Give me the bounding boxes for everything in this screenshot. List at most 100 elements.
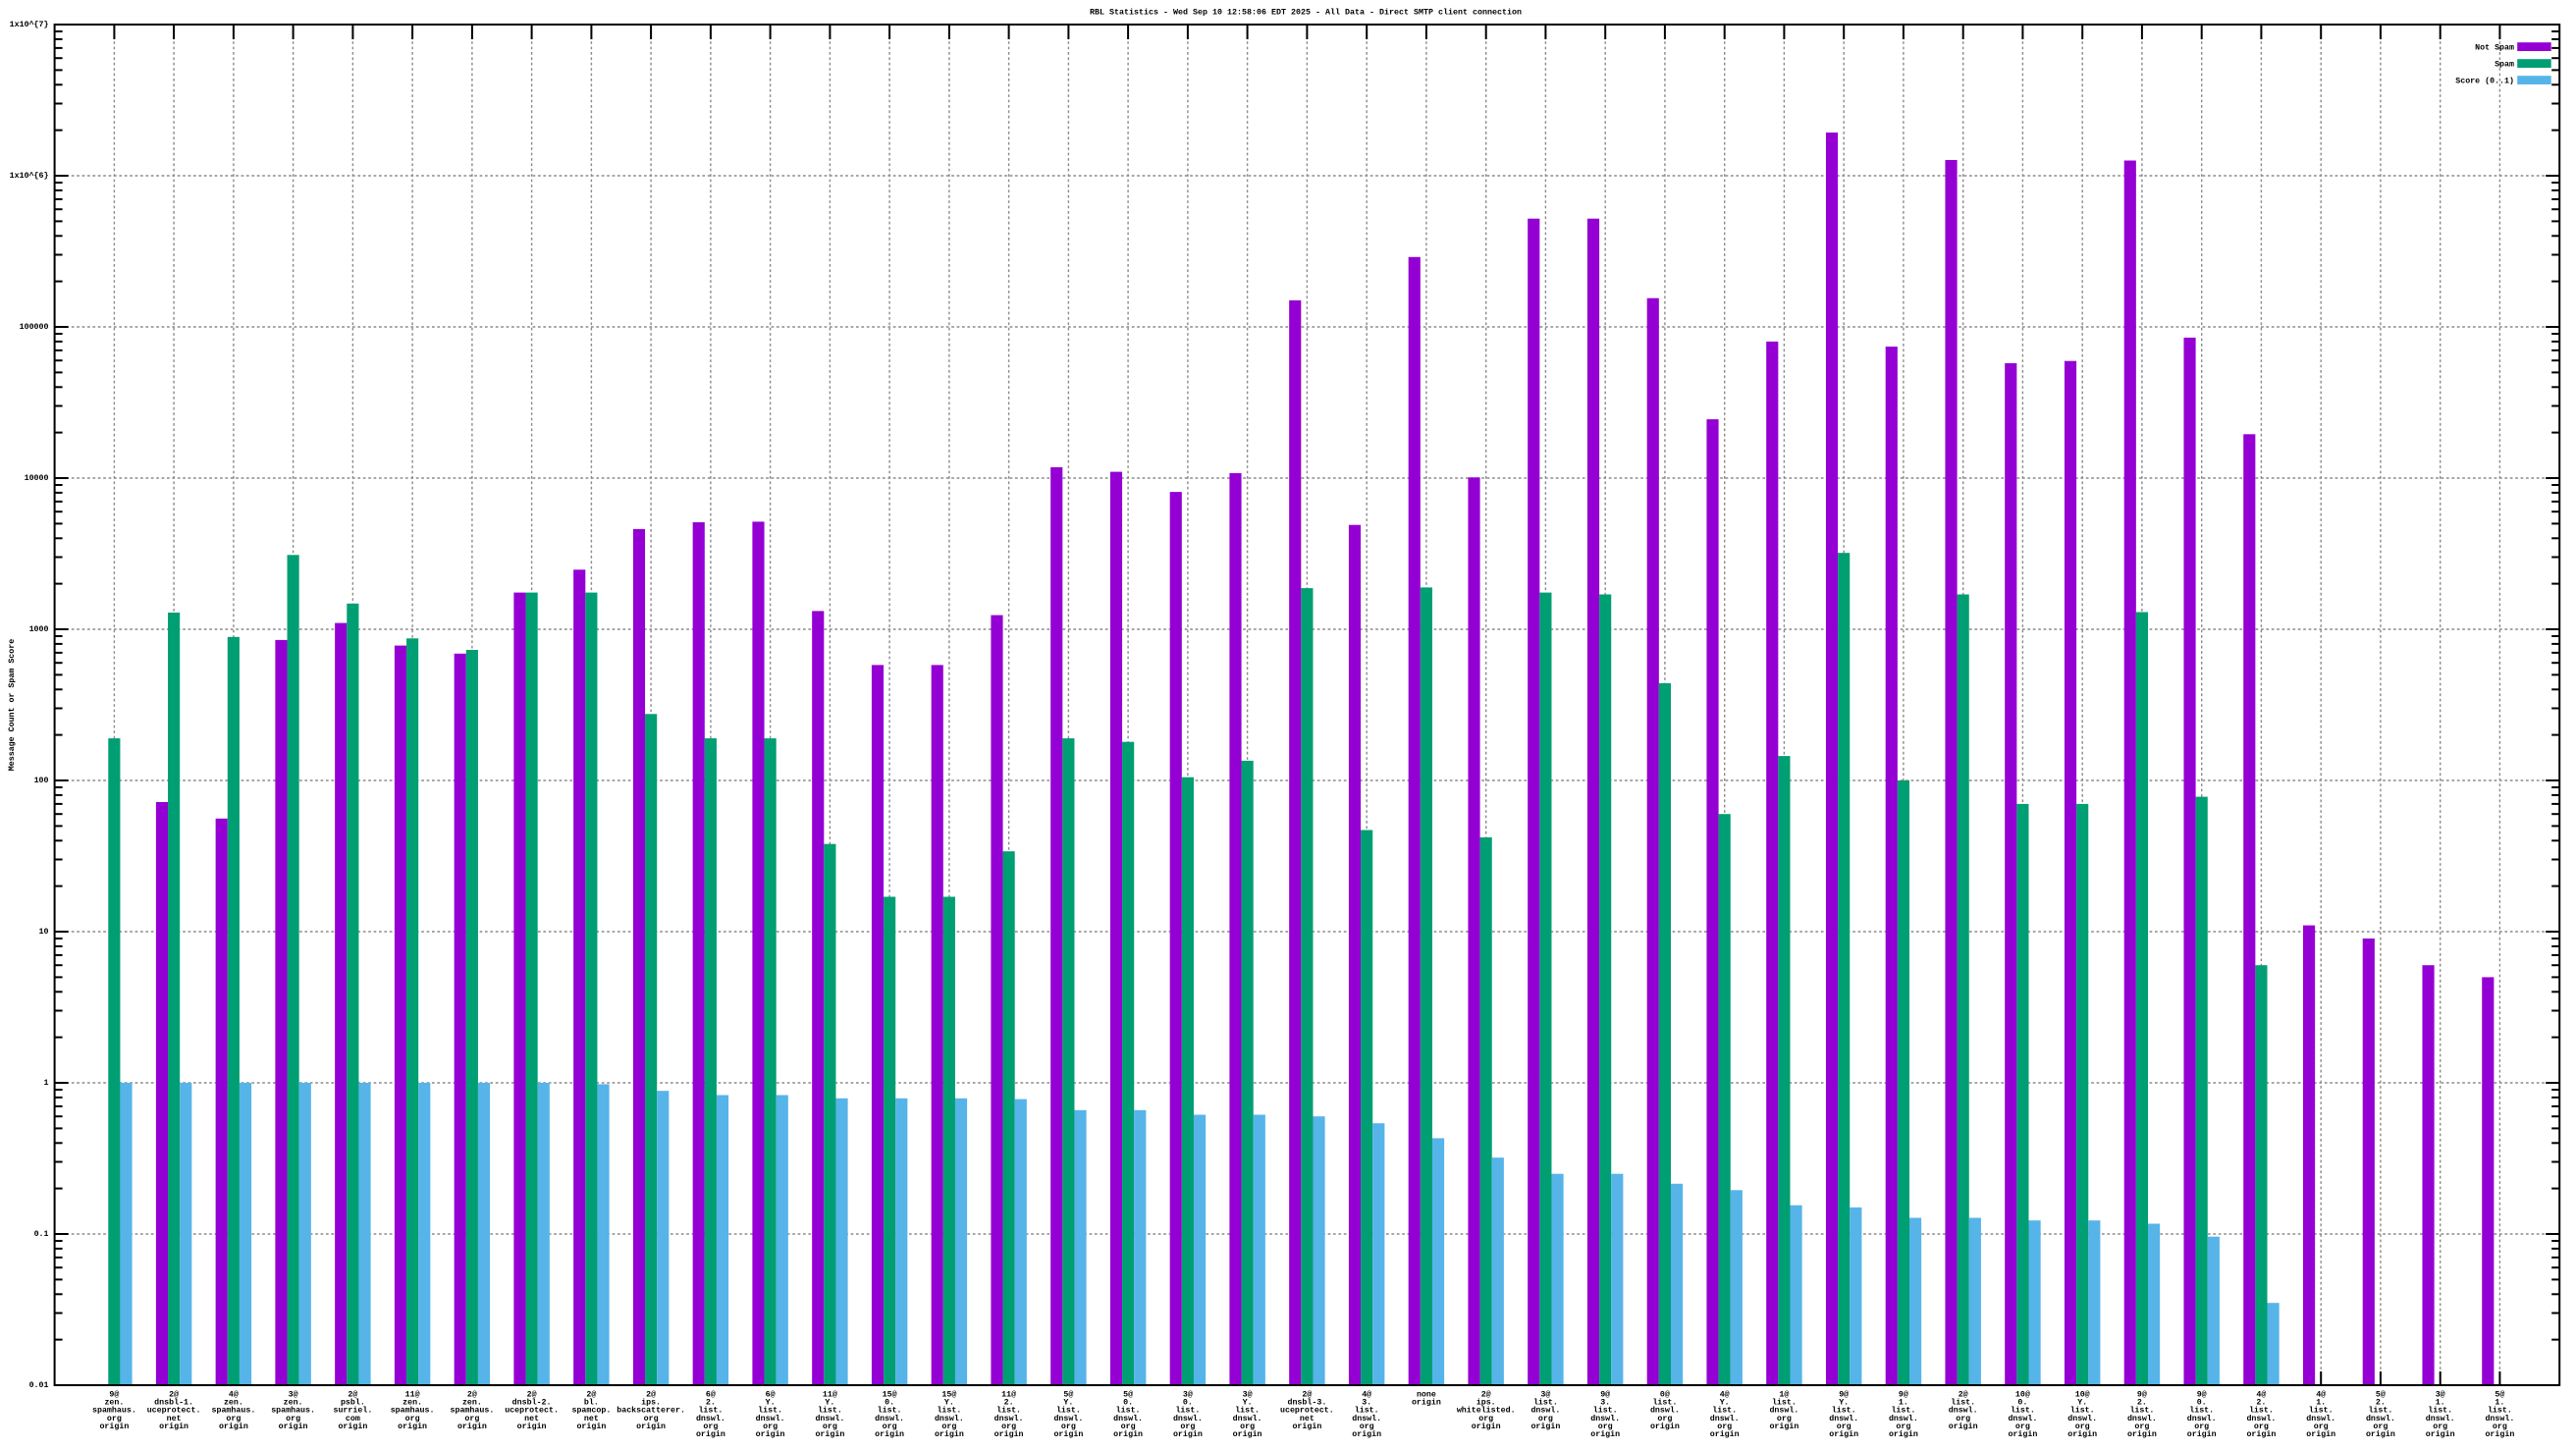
svg-text:origin: origin — [1472, 1422, 1501, 1431]
svg-text:spamhaus.: spamhaus. — [391, 1406, 435, 1416]
svg-text:2@: 2@ — [586, 1389, 596, 1399]
svg-text:org: org — [2314, 1422, 2329, 1431]
svg-text:list.: list. — [2488, 1406, 2512, 1416]
svg-text:1x10^{6}: 1x10^{6} — [10, 171, 49, 181]
svg-text:spamcop.: spamcop. — [571, 1407, 611, 1416]
svg-text:3.: 3. — [1362, 1399, 1371, 1408]
svg-text:4@: 4@ — [1362, 1389, 1371, 1399]
svg-text:list.: list. — [1652, 1398, 1677, 1408]
svg-text:3@: 3@ — [289, 1389, 298, 1399]
svg-text:spamhaus.: spamhaus. — [211, 1406, 255, 1416]
svg-text:net: net — [167, 1415, 182, 1423]
svg-text:dnswl.: dnswl. — [815, 1414, 844, 1423]
svg-text:3@: 3@ — [2436, 1389, 2445, 1399]
svg-text:2@: 2@ — [1481, 1389, 1491, 1399]
svg-text:origin: origin — [875, 1429, 904, 1439]
svg-text:list.: list. — [2368, 1406, 2392, 1416]
svg-text:origin: origin — [219, 1422, 248, 1431]
svg-text:Y.: Y. — [1243, 1399, 1253, 1408]
svg-text:net: net — [584, 1415, 599, 1423]
svg-text:origin: origin — [398, 1422, 427, 1431]
svg-text:list.: list. — [1772, 1398, 1797, 1408]
svg-text:2.: 2. — [2376, 1399, 2386, 1408]
svg-text:org: org — [1240, 1422, 1255, 1431]
svg-text:org: org — [1061, 1422, 1076, 1431]
svg-text:list.: list. — [1235, 1406, 1260, 1416]
svg-text:list.: list. — [2249, 1406, 2274, 1416]
svg-text:zen.: zen. — [284, 1399, 303, 1408]
svg-text:org: org — [823, 1422, 837, 1431]
svg-text:org: org — [1896, 1422, 1910, 1431]
svg-text:9@: 9@ — [1899, 1389, 1908, 1399]
svg-text:9@: 9@ — [109, 1389, 119, 1399]
svg-text:list.: list. — [2129, 1406, 2154, 1416]
svg-text:org: org — [1956, 1415, 1970, 1423]
svg-text:list.: list. — [996, 1406, 1021, 1416]
svg-text:0.: 0. — [1123, 1399, 1133, 1408]
svg-text:6@: 6@ — [766, 1389, 776, 1399]
svg-text:zen.: zen. — [402, 1399, 422, 1408]
svg-text:org: org — [763, 1422, 778, 1431]
svg-text:list.: list. — [758, 1406, 782, 1416]
svg-text:origin: origin — [2127, 1429, 2157, 1439]
svg-text:dnswl.: dnswl. — [2008, 1414, 2037, 1423]
svg-text:2@: 2@ — [1959, 1389, 1968, 1399]
svg-text:origin: origin — [935, 1429, 964, 1439]
svg-text:org: org — [226, 1415, 241, 1423]
svg-text:9@: 9@ — [2197, 1389, 2207, 1399]
svg-text:2@: 2@ — [1302, 1389, 1312, 1399]
svg-text:origin: origin — [576, 1422, 606, 1431]
svg-text:1x10^{7}: 1x10^{7} — [10, 20, 49, 29]
svg-text:origin: origin — [815, 1429, 844, 1439]
svg-text:org: org — [405, 1415, 420, 1423]
svg-text:origin: origin — [1053, 1429, 1083, 1439]
svg-text:org: org — [1598, 1422, 1613, 1431]
svg-text:org: org — [1121, 1422, 1136, 1431]
svg-text:psbl.: psbl. — [341, 1398, 365, 1408]
svg-text:origin: origin — [279, 1422, 308, 1431]
svg-text:spamhaus.: spamhaus. — [271, 1406, 315, 1416]
svg-text:1.: 1. — [2436, 1399, 2445, 1408]
svg-text:origin: origin — [2008, 1429, 2037, 1439]
svg-text:2@: 2@ — [527, 1389, 537, 1399]
svg-text:1.: 1. — [1899, 1399, 1908, 1408]
svg-text:6@: 6@ — [706, 1389, 716, 1399]
svg-text:11@: 11@ — [405, 1389, 420, 1399]
svg-text:10@: 10@ — [2015, 1389, 2030, 1399]
svg-text:org: org — [1360, 1422, 1374, 1431]
svg-text:org: org — [1538, 1415, 1553, 1423]
svg-text:surriel.: surriel. — [333, 1406, 372, 1416]
svg-text:org: org — [2194, 1422, 2209, 1431]
svg-text:spamhaus.: spamhaus. — [450, 1406, 494, 1416]
svg-text:0.1: 0.1 — [34, 1230, 49, 1239]
svg-text:dnswl.: dnswl. — [875, 1414, 904, 1423]
svg-text:Y.: Y. — [2077, 1399, 2087, 1408]
svg-text:4@: 4@ — [1720, 1389, 1730, 1399]
svg-text:origin: origin — [457, 1422, 487, 1431]
svg-text:origin: origin — [1829, 1429, 1858, 1439]
svg-text:list.: list. — [2309, 1406, 2334, 1416]
svg-text:origin: origin — [1233, 1429, 1262, 1439]
svg-text:Y.: Y. — [1720, 1399, 1730, 1408]
svg-text:9@: 9@ — [2137, 1389, 2147, 1399]
svg-text:list.: list. — [1891, 1406, 1915, 1416]
svg-text:2@: 2@ — [348, 1389, 357, 1399]
svg-text:net: net — [524, 1415, 539, 1423]
svg-text:4@: 4@ — [229, 1389, 239, 1399]
svg-text:spamhaus.: spamhaus. — [92, 1406, 136, 1416]
svg-text:100000: 100000 — [20, 323, 49, 332]
svg-text:Y.: Y. — [825, 1399, 834, 1408]
svg-text:origin: origin — [1769, 1422, 1798, 1431]
svg-text:origin: origin — [1173, 1429, 1203, 1439]
svg-text:org: org — [2075, 1422, 2090, 1431]
svg-text:2@: 2@ — [646, 1389, 656, 1399]
svg-text:origin: origin — [2246, 1429, 2276, 1439]
svg-text:0@: 0@ — [1660, 1389, 1670, 1399]
svg-text:origin: origin — [2366, 1429, 2395, 1439]
svg-text:zen.: zen. — [104, 1399, 124, 1408]
svg-text:dnswl.: dnswl. — [1650, 1406, 1680, 1416]
svg-text:3@: 3@ — [1183, 1389, 1193, 1399]
svg-text:1000: 1000 — [29, 625, 49, 634]
svg-text:dnswl.: dnswl. — [1113, 1414, 1143, 1423]
svg-text:org: org — [2254, 1422, 2269, 1431]
